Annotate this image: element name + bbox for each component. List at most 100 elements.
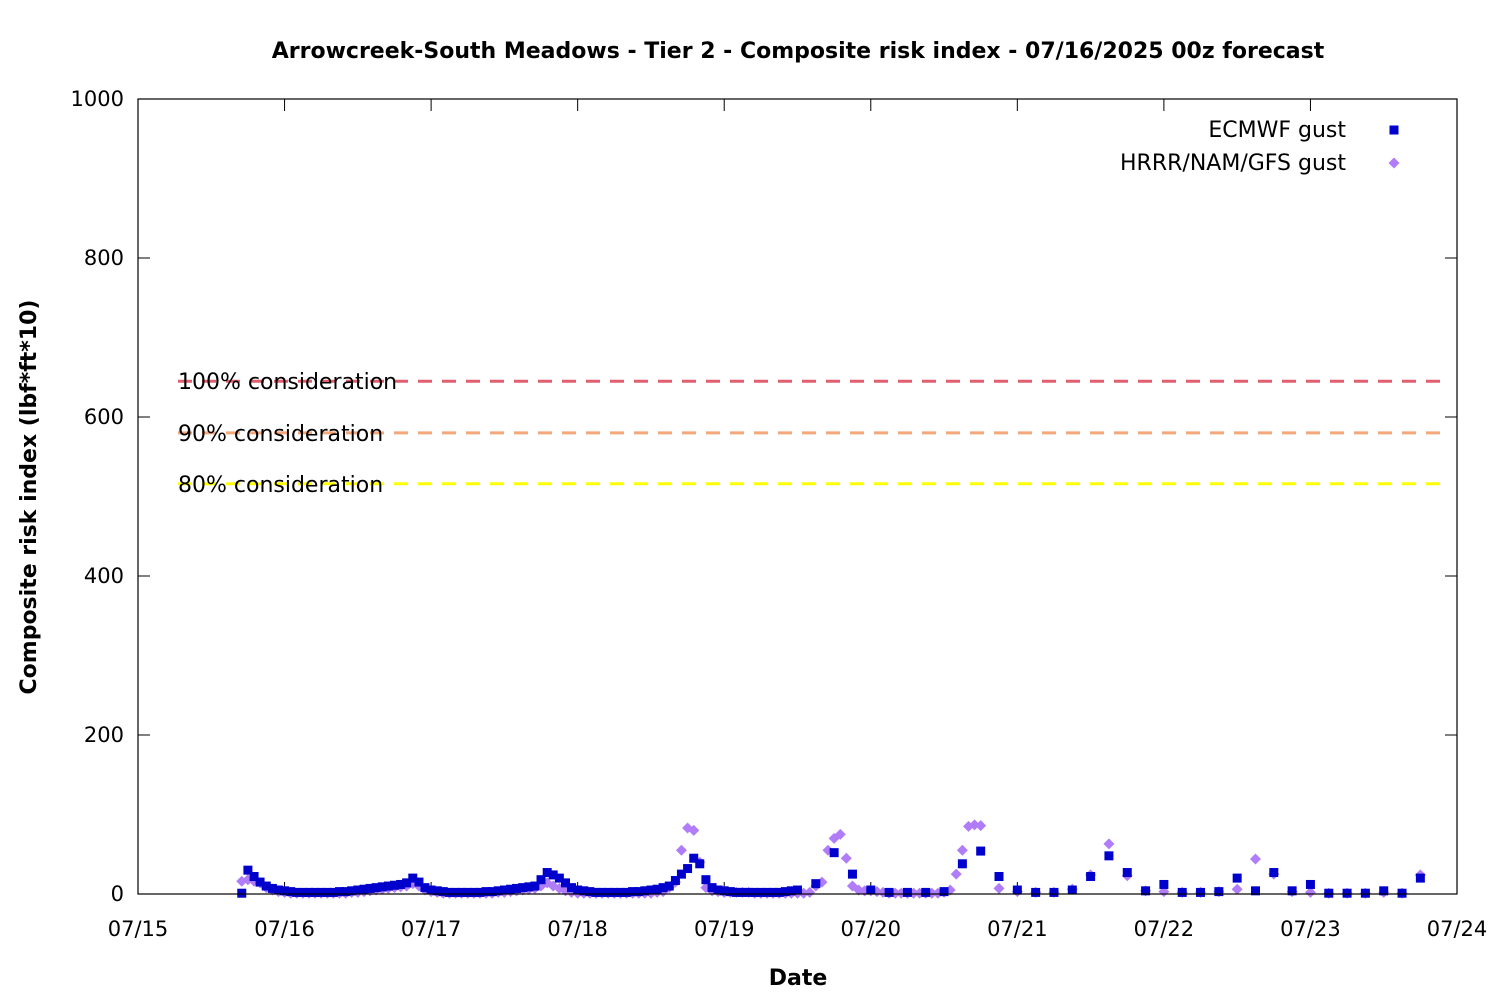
ecmwf-point: [353, 885, 363, 895]
x-tick-label: 07/15: [108, 917, 169, 941]
ecmwf-point: [267, 883, 277, 893]
ecmwf-point: [774, 887, 784, 897]
hrrr-point: [834, 828, 846, 840]
y-tick-label: 800: [84, 246, 124, 270]
ecmwf-point: [1214, 887, 1224, 897]
ecmwf-point: [365, 883, 375, 893]
ecmwf-point: [670, 875, 680, 885]
ecmwf-point: [994, 872, 1004, 882]
ecmwf-point: [408, 873, 418, 883]
ecmwf-point: [1397, 888, 1407, 898]
ecmwf-point: [316, 887, 326, 897]
ecmwf-point: [683, 864, 693, 874]
ecmwf-point: [463, 887, 473, 897]
ecmwf-point: [1250, 886, 1260, 896]
ecmwf-point: [506, 884, 516, 894]
x-tick-label: 07/18: [547, 917, 608, 941]
ecmwf-point: [341, 887, 351, 897]
ecmwf-point: [389, 880, 399, 890]
ecmwf-point: [1159, 879, 1169, 889]
ecmwf-point: [426, 885, 436, 895]
x-tick-label: 07/20: [841, 917, 902, 941]
ecmwf-point: [866, 885, 876, 895]
legend-label: HRRR/NAM/GFS gust: [1120, 151, 1346, 176]
ecmwf-point: [1324, 888, 1334, 898]
ecmwf-point: [359, 884, 369, 894]
ecmwf-point: [628, 887, 638, 897]
ecmwf-point: [536, 875, 546, 885]
ecmwf-point: [676, 869, 686, 879]
ecmwf-point: [457, 887, 467, 897]
legend: ECMWF gust HRRR/NAM/GFS gust: [1120, 118, 1400, 176]
hrrr-point: [1249, 853, 1261, 865]
x-axis-label: Date: [769, 966, 828, 991]
ecmwf-point: [1360, 888, 1370, 898]
ecmwf-point: [567, 883, 577, 893]
ecmwf-point: [719, 886, 729, 896]
x-tick-label: 07/22: [1134, 917, 1195, 941]
ecmwf-point: [1269, 868, 1279, 878]
ecmwf-point: [255, 877, 265, 887]
ecmwf-point: [475, 887, 485, 897]
ecmwf-point: [469, 887, 479, 897]
x-tick-label: 07/23: [1280, 917, 1341, 941]
ecmwf-point: [237, 888, 247, 898]
legend-marker: [1389, 125, 1399, 135]
ecmwf-point: [402, 878, 412, 888]
ecmwf-point: [554, 873, 564, 883]
threshold-label: 100% consideration: [178, 370, 397, 395]
ecmwf-point: [328, 887, 338, 897]
x-tick-label: 07/16: [254, 917, 315, 941]
ecmwf-point: [750, 887, 760, 897]
ecmwf-point: [438, 887, 448, 897]
ecmwf-point: [286, 887, 296, 897]
ecmwf-point: [414, 877, 424, 887]
ecmwf-point: [847, 869, 857, 879]
ecmwf-point: [640, 886, 650, 896]
ecmwf-point: [1067, 885, 1077, 895]
ecmwf-point: [658, 883, 668, 893]
ecmwf-point: [1177, 887, 1187, 897]
x-tick-label: 07/24: [1427, 917, 1488, 941]
plot-frame: [137, 98, 1458, 895]
ecmwf-point: [432, 886, 442, 896]
ecmwf-point: [756, 887, 766, 897]
ecmwf-point: [811, 879, 821, 889]
ecmwf-point: [347, 886, 357, 896]
ecmwf-point: [1049, 887, 1059, 897]
hrrr-point: [688, 824, 700, 836]
ecmwf-point: [1342, 888, 1352, 898]
ecmwf-point: [1379, 886, 1389, 896]
x-tick-label: 07/17: [401, 917, 462, 941]
data-points: [236, 819, 1426, 899]
y-tick-label: 600: [84, 405, 124, 429]
ecmwf-point: [292, 887, 302, 897]
ecmwf-point: [1287, 886, 1297, 896]
ecmwf-point: [1415, 873, 1425, 883]
ecmwf-point: [725, 887, 735, 897]
ecmwf-point: [451, 887, 461, 897]
series-ecmwf: [237, 846, 1425, 898]
ecmwf-point: [1122, 868, 1132, 878]
ecmwf-point: [518, 883, 528, 893]
ecmwf-point: [396, 879, 406, 889]
ecmwf-point: [621, 887, 631, 897]
hrrr-point: [675, 844, 687, 856]
y-axis-label: Composite risk index (lbf*ft*10): [17, 300, 42, 695]
ecmwf-point: [499, 885, 509, 895]
ecmwf-point: [304, 887, 314, 897]
ecmwf-point: [701, 875, 711, 885]
ecmwf-point: [383, 881, 393, 891]
ecmwf-point: [744, 887, 754, 897]
ecmwf-point: [273, 885, 283, 895]
ecmwf-point: [646, 885, 656, 895]
hrrr-point: [975, 820, 987, 832]
y-tick-label: 1000: [71, 87, 124, 111]
hrrr-point: [950, 868, 962, 880]
ecmwf-point: [487, 887, 497, 897]
ecmwf-point: [524, 882, 534, 892]
threshold-lines: 100% consideration 90% consideration 80% c…: [178, 370, 1443, 498]
ecmwf-point: [1104, 851, 1114, 861]
legend-label: ECMWF gust: [1208, 118, 1346, 143]
